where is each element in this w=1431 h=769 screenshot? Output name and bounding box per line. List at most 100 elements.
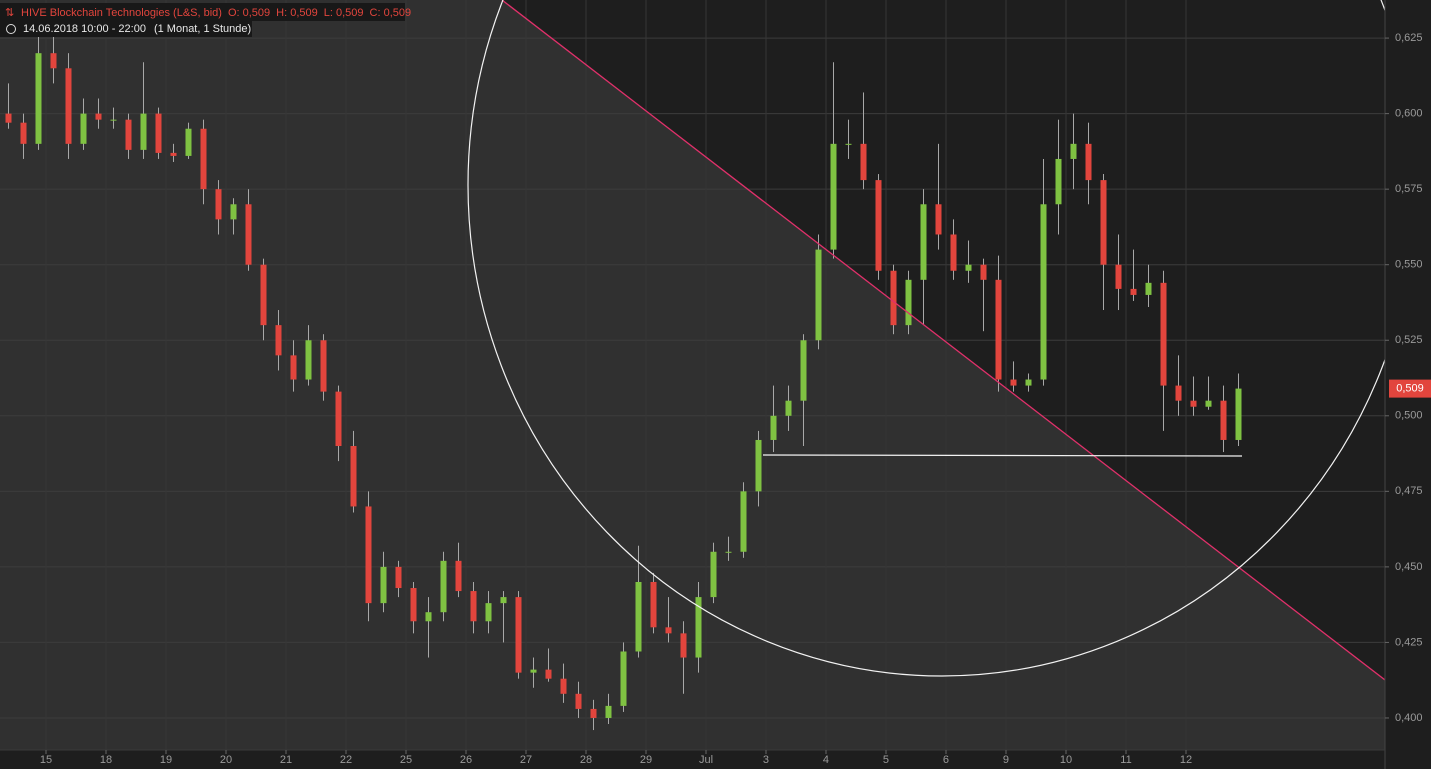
y-tick-label: 0,450 bbox=[1395, 561, 1423, 573]
candle-body bbox=[620, 651, 627, 706]
candle-body bbox=[1070, 143, 1077, 159]
candle-body bbox=[905, 279, 912, 326]
candle-body bbox=[860, 143, 867, 181]
candle-body bbox=[350, 446, 357, 507]
x-tick-label: 10 bbox=[1060, 754, 1072, 766]
candle-body bbox=[215, 189, 222, 220]
x-tick-label: 4 bbox=[823, 754, 829, 766]
candle-body bbox=[710, 551, 717, 598]
candle-body bbox=[395, 566, 402, 589]
candle-body bbox=[1055, 158, 1062, 205]
x-tick-label: 18 bbox=[100, 754, 112, 766]
candle-body bbox=[275, 325, 282, 356]
period-box bbox=[0, 21, 252, 37]
y-tick-label: 0,425 bbox=[1395, 636, 1423, 648]
candle-body bbox=[920, 204, 927, 280]
candle-body bbox=[380, 566, 387, 604]
x-tick-label: 22 bbox=[340, 754, 352, 766]
candle-body bbox=[605, 705, 612, 718]
candle-body bbox=[125, 119, 132, 150]
x-tick-label: 5 bbox=[883, 754, 889, 766]
candle-body bbox=[65, 68, 72, 144]
candle-body bbox=[755, 439, 762, 492]
candle-body bbox=[245, 204, 252, 265]
candle-body bbox=[20, 122, 27, 144]
ohlc: H: 0,509 bbox=[276, 7, 318, 19]
header-icon: ⇅ bbox=[5, 7, 14, 19]
candle-body bbox=[815, 249, 822, 341]
candle-body bbox=[500, 597, 507, 604]
candle-body bbox=[260, 264, 267, 326]
candle-body bbox=[95, 113, 102, 120]
candle-body bbox=[725, 551, 732, 553]
candle-body bbox=[1040, 204, 1047, 380]
candle-body bbox=[1235, 388, 1242, 440]
instrument: HIVE Blockchain Technologies (L&S, bid) bbox=[21, 7, 222, 19]
candles bbox=[5, 29, 1242, 731]
x-tick-label: 25 bbox=[400, 754, 412, 766]
candle-body bbox=[290, 355, 297, 380]
candle-body bbox=[140, 113, 147, 150]
y-tick-label: 0,625 bbox=[1395, 32, 1423, 44]
x-tick-label: 6 bbox=[943, 754, 949, 766]
support-line bbox=[762, 454, 1243, 457]
candle-body bbox=[845, 143, 852, 145]
ohlc: O: 0,509 bbox=[228, 7, 270, 19]
candle-body bbox=[980, 264, 987, 280]
candle-body bbox=[1115, 264, 1122, 289]
candle-body bbox=[665, 627, 672, 634]
trend-line bbox=[501, 0, 1385, 681]
candle-body bbox=[800, 340, 807, 401]
candle-body bbox=[440, 560, 447, 613]
candle-body bbox=[695, 597, 702, 658]
candle-body bbox=[785, 400, 792, 416]
candle-body bbox=[1145, 282, 1152, 295]
candle-body bbox=[560, 678, 567, 694]
candle-body bbox=[365, 506, 372, 604]
x-tick-label: 15 bbox=[40, 754, 52, 766]
header-box bbox=[0, 3, 405, 21]
interval: (1 Monat, 1 Stunde) bbox=[154, 23, 251, 35]
candle-body bbox=[545, 669, 552, 679]
y-tick-label: 0,525 bbox=[1395, 334, 1423, 346]
y-tick-label: 0,550 bbox=[1395, 259, 1423, 271]
candle-body bbox=[650, 581, 657, 628]
candle-body bbox=[35, 53, 42, 144]
candle-body bbox=[995, 279, 1002, 380]
candle-body bbox=[1160, 282, 1167, 386]
x-tick-label: 3 bbox=[763, 754, 769, 766]
x-tick-label: 21 bbox=[280, 754, 292, 766]
candle-body bbox=[320, 340, 327, 392]
candle-body bbox=[950, 234, 957, 271]
period-range: 14.06.2018 10:00 - 22:00 bbox=[23, 23, 146, 35]
candle-body bbox=[5, 113, 12, 123]
last-price-box bbox=[1389, 379, 1431, 398]
circle-drawing bbox=[467, 0, 1385, 677]
candle-body bbox=[80, 113, 87, 144]
x-tick-label: 29 bbox=[640, 754, 652, 766]
ohlc: C: 0,509 bbox=[370, 7, 412, 19]
y-tick-label: 0,600 bbox=[1395, 108, 1423, 120]
candle-body bbox=[890, 270, 897, 326]
y-tick-label: 0,400 bbox=[1395, 712, 1423, 724]
candle-body bbox=[1130, 288, 1137, 295]
header-title: HIVE Blockchain Technologies (L&S, bid) O… bbox=[21, 7, 411, 19]
candle-body bbox=[230, 204, 237, 220]
candle-body bbox=[455, 560, 462, 592]
candle-body bbox=[590, 708, 597, 718]
x-tick-label: 9 bbox=[1003, 754, 1009, 766]
candle-body bbox=[1025, 379, 1032, 386]
x-tick-label: 12 bbox=[1180, 754, 1192, 766]
candle-body bbox=[305, 340, 312, 380]
x-tick-label: 26 bbox=[460, 754, 472, 766]
candle-body bbox=[170, 152, 177, 156]
candle-body bbox=[470, 591, 477, 622]
candle-body bbox=[515, 597, 522, 673]
x-tick-label: 27 bbox=[520, 754, 532, 766]
x-tick-label: 11 bbox=[1120, 754, 1131, 766]
candle-body bbox=[575, 693, 582, 709]
candle-body bbox=[965, 264, 972, 271]
drawings bbox=[467, 0, 1385, 681]
